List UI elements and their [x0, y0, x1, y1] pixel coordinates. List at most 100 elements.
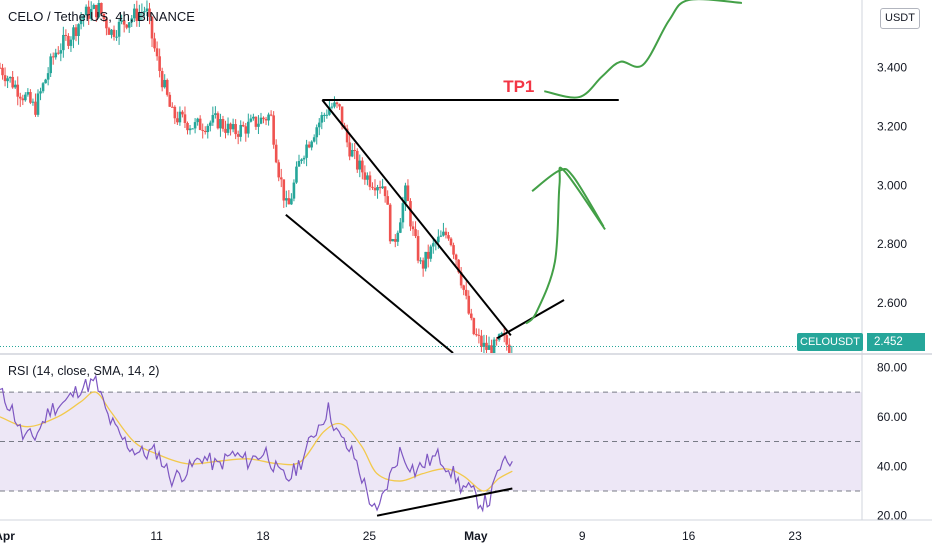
- candle-body: [26, 92, 30, 95]
- candle-body: [302, 157, 306, 160]
- candle-body: [297, 160, 301, 167]
- candle-body: [125, 24, 128, 28]
- candle-body: [254, 116, 258, 127]
- candle-body: [348, 142, 351, 157]
- candle-body: [439, 235, 443, 237]
- candle-body: [325, 114, 329, 116]
- candle-body: [236, 134, 240, 137]
- candle-body: [67, 35, 70, 46]
- candle-body: [110, 29, 113, 35]
- candle-body: [269, 114, 273, 116]
- candle-body: [452, 245, 455, 255]
- candle-body: [464, 289, 468, 296]
- candle-body: [11, 76, 14, 88]
- candle-body: [82, 15, 85, 20]
- candle-body: [203, 130, 207, 133]
- candle-body: [482, 342, 486, 347]
- candle-body: [442, 231, 445, 236]
- candle-body: [244, 126, 248, 134]
- candle-body: [214, 113, 217, 115]
- rsi-indicator-title[interactable]: RSI (14, close, SMA, 14, 2): [8, 364, 160, 378]
- candle-body: [361, 160, 364, 173]
- rsi-line: [0, 374, 513, 513]
- candle-body: [363, 172, 367, 180]
- candle-body: [77, 24, 80, 37]
- x-tick-label: Apr: [0, 529, 15, 543]
- candle-body: [211, 114, 215, 123]
- candle-body: [97, 2, 101, 18]
- rsi-pane: [0, 374, 862, 517]
- candle-body: [130, 18, 134, 23]
- candle-body: [340, 106, 344, 126]
- price-tick-label: 3.000: [877, 178, 907, 192]
- candle-body: [49, 56, 52, 74]
- candle-body: [135, 8, 139, 21]
- candle-body: [234, 124, 237, 135]
- candle-body: [24, 94, 27, 101]
- candle-body: [335, 102, 339, 105]
- candle-body: [150, 16, 154, 39]
- candle-body: [429, 246, 433, 259]
- candle-body: [140, 11, 144, 13]
- candle-body: [404, 185, 407, 204]
- x-tick-label: 11: [150, 529, 163, 543]
- candle-body: [178, 111, 182, 123]
- candle-body: [444, 231, 448, 236]
- price-candles: [0, 0, 862, 353]
- axes: 2.600 2.800 3.000 3.200 3.400 20.00 40.00 60.00…: [0, 61, 907, 543]
- candle-body: [262, 117, 265, 120]
- candle-body: [437, 236, 440, 243]
- candle-body: [467, 295, 471, 314]
- rsi-sma-line: [0, 391, 513, 492]
- candle-body: [13, 84, 17, 88]
- candle-body: [196, 118, 199, 123]
- candle-body: [102, 13, 106, 19]
- candle-body: [173, 106, 177, 119]
- upper-trendline: [321, 99, 512, 336]
- candle-body: [34, 101, 37, 115]
- candle-body: [46, 73, 50, 80]
- candle-body: [148, 8, 151, 17]
- symbol-title[interactable]: CELO / TetherUS, 4h, BINANCE: [8, 9, 195, 24]
- candle-body: [92, 4, 96, 9]
- candle-body: [475, 334, 478, 336]
- candle-body: [221, 119, 225, 129]
- candle-body: [170, 106, 174, 108]
- candle-body: [487, 345, 491, 350]
- candle-body: [249, 118, 253, 122]
- currency-button[interactable]: USDT: [880, 8, 920, 29]
- rsi-band-fill: [0, 392, 862, 491]
- candle-body: [64, 34, 68, 36]
- candle-body: [414, 229, 417, 237]
- candle-body: [409, 201, 412, 227]
- candle-body: [419, 260, 422, 262]
- candle-body: [183, 114, 187, 123]
- candle-body: [264, 119, 268, 121]
- candle-body: [426, 251, 430, 259]
- candle-body: [94, 4, 98, 18]
- x-tick-label: 25: [363, 529, 377, 543]
- candle-body: [368, 175, 372, 187]
- candle-body: [31, 101, 35, 103]
- candle-body: [355, 150, 359, 170]
- candle-body: [56, 52, 60, 54]
- candle-body: [198, 118, 202, 130]
- candle-body: [416, 236, 420, 261]
- candle-body: [100, 2, 103, 14]
- candle-body: [381, 186, 384, 189]
- candle-body: [229, 123, 232, 130]
- candle-body: [216, 113, 220, 129]
- candle-body: [358, 160, 362, 170]
- price-tick-label: 2.800: [877, 237, 907, 251]
- candle-body: [373, 187, 377, 191]
- rsi-divergence-line: [376, 487, 513, 517]
- candle-body: [0, 67, 2, 69]
- candle-body: [449, 238, 453, 246]
- candle-body: [239, 124, 243, 137]
- candle-body: [457, 259, 460, 273]
- x-tick-label: 16: [682, 529, 696, 543]
- candle-body: [62, 34, 65, 51]
- price-tick-label: 3.200: [877, 119, 907, 133]
- candle-body: [366, 175, 369, 180]
- candle-body: [447, 235, 450, 239]
